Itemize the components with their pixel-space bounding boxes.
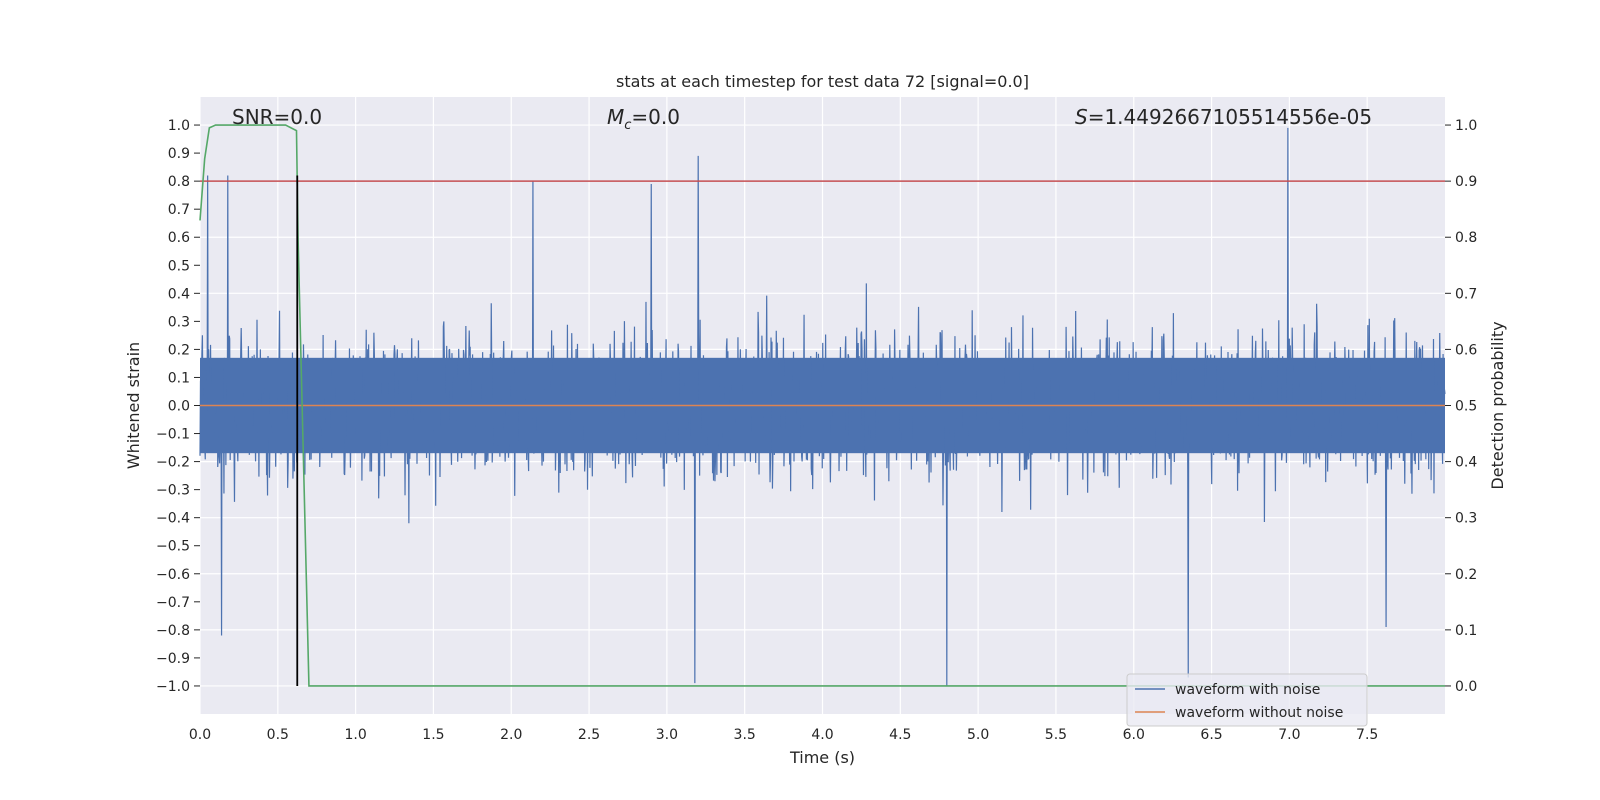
- y2-tick-label: 0.9: [1455, 174, 1477, 190]
- mc-value: =0.0: [631, 105, 680, 129]
- y-tick-label: −0.1: [156, 427, 190, 443]
- statistic-annotation: S=1.4492667105514556e-05: [1075, 105, 1372, 129]
- x-tick-label: 7.5: [1356, 727, 1378, 743]
- x-tick-label: 5.5: [1045, 727, 1067, 743]
- y-tick-label: −1.0: [156, 679, 190, 695]
- y-tick-label: −0.8: [156, 623, 190, 639]
- x-tick-label: 2.0: [500, 727, 522, 743]
- s-symbol: S: [1075, 105, 1088, 129]
- y-tick-label: 0.9: [168, 146, 190, 162]
- y-tick-label: −0.6: [156, 567, 190, 583]
- mc-symbol: M: [607, 105, 624, 129]
- y-tick-label: 1.0: [168, 118, 190, 134]
- y-tick-label: 0.5: [168, 258, 190, 274]
- x-tick-label: 5.0: [967, 727, 989, 743]
- y-tick-label: 0.4: [168, 286, 190, 302]
- s-value: =1.4492667105514556e-05: [1088, 105, 1372, 129]
- y2-axis-label: Detection probability: [1488, 321, 1507, 489]
- x-tick-label: 2.5: [578, 727, 600, 743]
- y2-tick-label: 0.1: [1455, 623, 1477, 639]
- y-axis-label: Whitened strain: [124, 342, 143, 469]
- legend-label-waveform-without-noise: waveform without noise: [1175, 705, 1343, 721]
- x-tick-label: 0.5: [267, 727, 289, 743]
- chirp-mass-annotation: Mc=0.0: [607, 105, 680, 133]
- y-tick-label: 0.3: [168, 314, 190, 330]
- y2-tick-label: 0.2: [1455, 567, 1477, 583]
- y-tick-label: 0.6: [168, 230, 190, 246]
- y-tick-label: −0.7: [156, 595, 190, 611]
- x-tick-label: 4.5: [889, 727, 911, 743]
- x-tick-label: 3.5: [734, 727, 756, 743]
- legend-box: [1126, 673, 1368, 727]
- x-tick-label: 3.0: [656, 727, 678, 743]
- y-tick-label: 0.2: [168, 342, 190, 358]
- x-axis-ticks: 0.0 0.5 1.0 1.5 2.0 2.5 3.0 3.5 4.0 4.5 5.0 5.5 6.0 6…: [189, 727, 1378, 743]
- y-axis-ticks: 1.0 0.9 0.8 0.7 0.6 0.5 0.4 0.3 0.2 0.1 0.0 −0.1 −0.…: [156, 118, 200, 695]
- x-tick-label: 0.0: [189, 727, 211, 743]
- y-tick-label: 0.7: [168, 202, 190, 218]
- y2-tick-label: 0.7: [1455, 286, 1477, 302]
- legend: waveform with noise waveform without noi…: [1126, 673, 1368, 727]
- x-tick-label: 6.0: [1123, 727, 1145, 743]
- x-tick-label: 7.0: [1278, 727, 1300, 743]
- y-tick-label: 0.0: [168, 399, 190, 415]
- x-axis-label: Time (s): [789, 748, 855, 767]
- y2-tick-label: 0.4: [1455, 455, 1477, 471]
- x-tick-label: 6.5: [1200, 727, 1222, 743]
- y-tick-label: −0.3: [156, 483, 190, 499]
- y2-tick-label: 0.6: [1455, 342, 1477, 358]
- y2-tick-label: 0.3: [1455, 511, 1477, 527]
- legend-label-waveform-with-noise: waveform with noise: [1175, 682, 1320, 698]
- y2-tick-label: 0.5: [1455, 399, 1477, 415]
- y-tick-label: −0.4: [156, 511, 190, 527]
- y2-tick-label: 1.0: [1455, 118, 1477, 134]
- mc-subscript: c: [624, 118, 631, 133]
- y-tick-label: 0.1: [168, 370, 190, 386]
- x-tick-label: 4.0: [811, 727, 833, 743]
- series-detection-probability: [199, 124, 1445, 687]
- y2-tick-label: 0.8: [1455, 230, 1477, 246]
- y-tick-label: −0.2: [156, 455, 190, 471]
- chart-title: stats at each timestep for test data 72 …: [616, 72, 1029, 91]
- snr-annotation: SNR=0.0: [232, 105, 322, 129]
- x-tick-label: 1.0: [344, 727, 366, 743]
- y2-tick-label: 0.0: [1455, 679, 1477, 695]
- y-tick-label: −0.5: [156, 539, 190, 555]
- y2-axis-ticks: 1.0 0.9 0.8 0.7 0.6 0.5 0.4 0.3 0.2 0.1 0.0: [1445, 118, 1477, 695]
- x-tick-label: 1.5: [422, 727, 444, 743]
- line-series: [199, 124, 1445, 687]
- y-tick-label: −0.9: [156, 651, 190, 667]
- y-tick-label: 0.8: [168, 174, 190, 190]
